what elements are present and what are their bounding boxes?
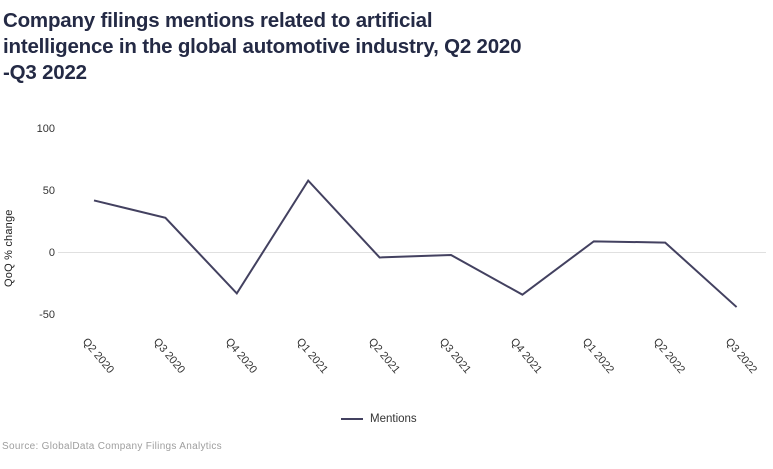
legend: Mentions	[341, 413, 417, 425]
legend-label-mentions: Mentions	[370, 413, 417, 425]
chart-title-line-3: -Q3 2022	[3, 61, 87, 84]
chart-title: Company filings mentions related to arti…	[3, 8, 663, 86]
y-tick-label: 0	[48, 246, 55, 259]
mentions-series-line	[93, 178, 738, 308]
legend-line-swatch	[341, 418, 363, 420]
source-attribution: Source: GlobalData Company Filings Analy…	[2, 441, 222, 452]
chart-title-line-1: Company filings mentions related to arti…	[3, 9, 433, 32]
y-tick-label: 50	[42, 184, 55, 197]
y-tick-label: -50	[39, 308, 55, 321]
chart-title-line-2: intelligence in the global automotive in…	[3, 35, 522, 58]
y-tick-label: 100	[36, 122, 55, 135]
